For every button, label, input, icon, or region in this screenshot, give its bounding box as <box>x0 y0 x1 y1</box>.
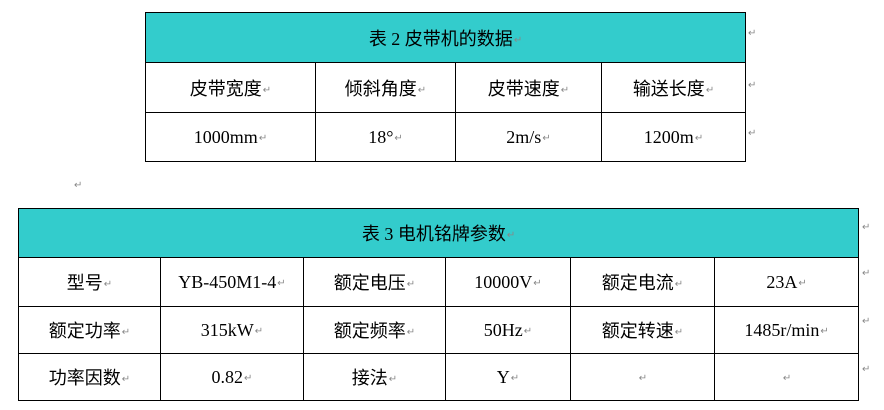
cell-text: 接法 <box>351 368 388 388</box>
cell-text: Y <box>496 366 510 387</box>
paragraph-mark-icon: ↵ <box>258 132 268 144</box>
table3-cell-empty: ↵ <box>713 353 860 401</box>
table3-cell: 额定电流↵ <box>570 257 715 307</box>
paragraph-mark-icon: ↵ <box>254 325 264 337</box>
table3-caption: 表 3 电机铭牌参数 <box>361 224 506 244</box>
row-end-mark-icon: ↵ <box>862 316 871 327</box>
table2-value-cell: 2m/s↵ <box>455 112 602 162</box>
row-end-mark-icon: ↵ <box>862 268 871 279</box>
cell-text: 10000V <box>474 271 533 292</box>
table3-cell: 额定功率↵ <box>18 306 161 354</box>
paragraph-mark-icon: ↵ <box>262 84 272 96</box>
paragraph-mark-icon: ↵ <box>121 374 131 386</box>
paragraph-mark-icon: ↵ <box>406 327 416 339</box>
table3-cell-empty: ↵ <box>570 353 715 401</box>
paragraph-mark-icon: ↵ <box>417 84 427 96</box>
cell-text: 315kW <box>200 319 254 340</box>
value-conveyor-length: 1200m <box>643 126 694 147</box>
paragraph-mark-icon: ↵ <box>406 279 416 291</box>
table3-cell: YB-450M1-4↵ <box>160 257 304 307</box>
table3-cell: 功率因数↵ <box>18 353 161 401</box>
header-belt-width: 皮带宽度 <box>189 78 262 99</box>
paragraph-mark-icon: ↵ <box>121 327 131 339</box>
header-conveyor-length: 输送长度 <box>632 78 705 99</box>
cell-text: 功率因数 <box>48 368 121 388</box>
table3-cell: 10000V↵ <box>445 257 571 307</box>
paragraph-mark-icon: ↵ <box>277 277 286 289</box>
table2-value-cell: 1000mm↵ <box>145 112 316 162</box>
row-end-mark-icon: ↵ <box>862 222 871 233</box>
table3-cell: 23A↵ <box>713 257 860 307</box>
paragraph-mark-icon: ↵ <box>510 372 520 384</box>
paragraph-mark-icon: ↵ <box>674 279 684 291</box>
cell-text: 23A <box>766 271 798 292</box>
paragraph-mark-icon: ↵ <box>798 277 807 289</box>
table3-cell: 型号↵ <box>18 257 161 307</box>
table3-cell: Y↵ <box>445 353 571 401</box>
cell-text: 50Hz <box>483 319 523 340</box>
paragraph-mark-icon: ↵ <box>388 374 398 386</box>
table3-cell: 0.82↵ <box>160 353 304 401</box>
header-belt-speed: 皮带速度 <box>487 78 560 99</box>
cell-text: 0.82 <box>211 366 244 387</box>
table2-caption: 表 2 皮带机的数据 <box>368 28 513 49</box>
value-belt-width: 1000mm <box>193 126 258 147</box>
paragraph-mark-icon: ↵ <box>244 372 253 384</box>
paragraph-mark-icon: ↵ <box>705 84 715 96</box>
table3-cell: 额定转速↵ <box>570 306 715 354</box>
table-row: 功率因数↵ 0.82↵ 接法↵ Y↵ ↵ ↵ <box>18 353 860 401</box>
paragraph-mark-icon: ↵ <box>513 34 523 46</box>
value-incline-angle: 18° <box>368 126 394 147</box>
paragraph-mark-icon: ↵ <box>74 180 83 191</box>
cell-text: 额定功率 <box>48 321 121 341</box>
row-end-mark-icon: ↵ <box>748 80 757 91</box>
paragraph-mark-icon: ↵ <box>394 132 403 144</box>
paragraph-mark-icon: ↵ <box>103 279 113 291</box>
table2-header-cell: 倾斜角度↵ <box>315 62 456 113</box>
table3-cell: 1485r/min↵ <box>713 306 860 354</box>
row-end-mark-icon: ↵ <box>862 364 871 375</box>
paragraph-mark-icon: ↵ <box>523 325 533 337</box>
paragraph-mark-icon: ↵ <box>506 230 516 242</box>
motor-nameplate-table: 表 3 电机铭牌参数↵ 型号↵ YB-450M1-4↵ 额定电压↵ 10000V… <box>17 208 860 401</box>
row-end-mark-icon: ↵ <box>748 128 757 139</box>
table3-cell: 额定频率↵ <box>303 306 446 354</box>
paragraph-mark-icon: ↵ <box>694 132 704 144</box>
paragraph-mark-icon: ↵ <box>782 372 792 384</box>
cell-text: 额定转速 <box>601 321 674 341</box>
cell-text: 额定频率 <box>333 321 406 341</box>
table-row: 额定功率↵ 315kW↵ 额定频率↵ 50Hz↵ 额定转速↵ 1485r/min… <box>18 306 860 354</box>
paragraph-mark-icon: ↵ <box>533 277 542 289</box>
header-incline-angle: 倾斜角度 <box>344 78 417 99</box>
table3-cell: 额定电压↵ <box>303 257 446 307</box>
table2-header-cell: 皮带宽度↵ <box>145 62 316 113</box>
table3-cell: 接法↵ <box>303 353 446 401</box>
paragraph-mark-icon: ↵ <box>638 372 648 384</box>
table2-header-cell: 皮带速度↵ <box>455 62 602 113</box>
table3-caption-cell: 表 3 电机铭牌参数↵ <box>17 208 860 258</box>
cell-text: 型号 <box>66 273 103 293</box>
cell-text: 1485r/min <box>744 319 820 340</box>
value-belt-speed: 2m/s <box>506 126 542 147</box>
table3-cell: 50Hz↵ <box>445 306 571 354</box>
cell-text: 额定电压 <box>333 273 406 293</box>
table2-value-cell: 18°↵ <box>315 112 456 162</box>
cell-text: 额定电流 <box>601 273 674 293</box>
paragraph-mark-icon: ↵ <box>560 84 570 96</box>
paragraph-mark-icon: ↵ <box>820 325 829 337</box>
cell-text: YB-450M1-4 <box>178 271 277 292</box>
paragraph-mark-icon: ↵ <box>674 327 684 339</box>
paragraph-mark-icon: ↵ <box>542 132 551 144</box>
row-end-mark-icon: ↵ <box>748 28 757 39</box>
table2-caption-cell: 表 2 皮带机的数据↵ <box>144 12 747 63</box>
table2-header-cell: 输送长度↵ <box>600 62 747 113</box>
table2-value-cell: 1200m↵ <box>600 112 747 162</box>
table-row: 型号↵ YB-450M1-4↵ 额定电压↵ 10000V↵ 额定电流↵ 23A↵ <box>18 257 860 307</box>
belt-conveyor-data-table: 表 2 皮带机的数据↵ 皮带宽度↵ 倾斜角度↵ 皮带速度↵ 输送长度↵ 1000… <box>144 12 747 162</box>
table3-cell: 315kW↵ <box>160 306 304 354</box>
